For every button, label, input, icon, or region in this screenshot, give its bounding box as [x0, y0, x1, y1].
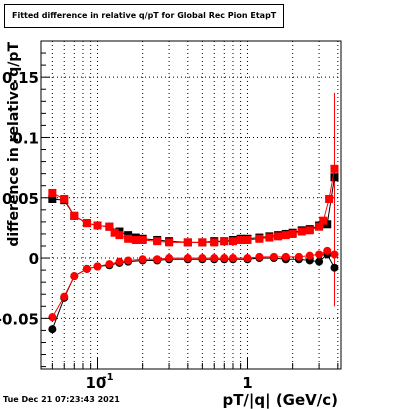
plot-frame — [40, 40, 342, 370]
data-point-circle — [183, 254, 192, 263]
y-tick-label: 0 — [29, 250, 39, 268]
data-point-circle — [198, 254, 207, 263]
data-point-circle — [153, 255, 162, 264]
data-point-circle — [305, 251, 314, 260]
data-series — [48, 92, 339, 334]
data-point-circle — [330, 263, 339, 272]
y-tick-label: 0.05 — [2, 190, 39, 208]
data-point-square — [281, 231, 290, 240]
y-axis-label: difference in relative q/pT — [6, 42, 22, 247]
data-point-square — [265, 233, 274, 242]
chart-title: Fitted difference in relative q/pT for G… — [12, 11, 277, 20]
data-point-square — [274, 232, 283, 241]
data-point-square — [297, 227, 306, 236]
data-point-circle — [269, 252, 278, 261]
data-point-square — [220, 237, 229, 246]
data-point-square — [198, 238, 207, 247]
x-tick-label: 1 — [242, 374, 252, 392]
data-point-square — [70, 211, 79, 220]
data-point-square — [93, 221, 102, 230]
data-point-circle — [124, 256, 133, 265]
data-point-square — [115, 231, 124, 240]
series-line-3 — [51, 250, 335, 318]
data-point-circle — [93, 262, 102, 271]
data-point-circle — [82, 264, 91, 273]
data-point-circle — [315, 257, 324, 266]
data-point-square — [236, 235, 245, 244]
data-point-square — [110, 228, 119, 237]
timestamp: Tue Dec 21 07:23:43 2021 — [3, 395, 120, 404]
data-point-square — [255, 234, 264, 243]
data-point-circle — [115, 257, 124, 266]
data-point-square — [330, 164, 339, 173]
data-point-square — [210, 238, 219, 247]
data-point-square — [153, 237, 162, 246]
data-point-circle — [220, 254, 229, 263]
data-point-circle — [70, 272, 79, 281]
data-point-circle — [281, 252, 290, 261]
data-point-square — [60, 194, 69, 203]
axis-ticks: -0.05 0 0.05 0.1 0.15 10-1 1 — [0, 40, 339, 392]
data-point-circle — [323, 246, 332, 255]
data-point-square — [131, 235, 140, 244]
x-axis-label: pT/|q| (GeV/c) — [222, 391, 338, 409]
data-point-square — [330, 173, 339, 182]
y-tick-label: 0.15 — [2, 69, 39, 87]
y-tick-label: 0.1 — [12, 129, 39, 147]
data-point-circle — [255, 252, 264, 261]
data-point-square — [305, 226, 314, 235]
data-point-square — [243, 235, 252, 244]
data-point-square — [315, 222, 324, 231]
grid-lines — [41, 41, 341, 369]
x-tick-label: 10 — [86, 374, 107, 392]
data-point-circle — [330, 250, 339, 259]
data-point-circle — [48, 313, 57, 322]
data-point-circle — [105, 260, 114, 269]
data-point-square — [288, 229, 297, 238]
data-point-circle — [138, 255, 147, 264]
x-tick-label-exponent: -1 — [103, 372, 114, 383]
data-point-circle — [210, 254, 219, 263]
data-point-square — [325, 194, 334, 203]
data-point-square — [48, 194, 57, 203]
data-point-circle — [60, 292, 69, 301]
data-point-circle — [294, 252, 303, 261]
y-tick-label: -0.05 — [0, 310, 39, 328]
data-point-square — [138, 235, 147, 244]
data-point-circle — [315, 250, 324, 259]
data-point-circle — [228, 254, 237, 263]
data-point-square — [165, 238, 174, 247]
data-point-square — [105, 222, 114, 231]
data-point-square — [124, 234, 133, 243]
data-point-circle — [243, 254, 252, 263]
data-point-circle — [165, 254, 174, 263]
data-point-square — [82, 219, 91, 228]
data-point-square — [228, 237, 237, 246]
data-point-square — [183, 238, 192, 247]
data-point-square — [319, 216, 328, 225]
data-point-circle — [48, 325, 57, 334]
title-box: Fitted difference in relative q/pT for G… — [4, 4, 284, 28]
data-point-square — [48, 188, 57, 197]
